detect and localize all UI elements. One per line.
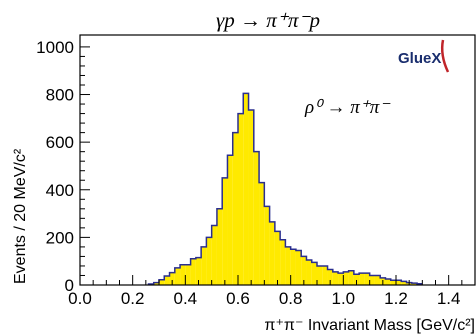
y-tick-label: 1000 bbox=[36, 38, 74, 57]
histogram-bin bbox=[274, 231, 281, 285]
histogram-bin bbox=[385, 279, 391, 285]
histogram-bin bbox=[327, 269, 333, 285]
x-tick-label: 1.0 bbox=[332, 289, 356, 308]
x-tick-label: 1.2 bbox=[384, 289, 408, 308]
histogram-bin bbox=[338, 273, 344, 285]
histogram-bin bbox=[243, 93, 249, 285]
histogram-bin bbox=[216, 208, 223, 285]
y-tick-label: 200 bbox=[46, 228, 74, 247]
histogram-bin bbox=[174, 267, 181, 285]
y-tick-label: 800 bbox=[46, 86, 74, 105]
histogram-bin bbox=[348, 270, 354, 285]
histogram-bin bbox=[322, 265, 328, 285]
histogram-bin bbox=[359, 273, 365, 285]
histogram-bin bbox=[232, 132, 238, 285]
histogram-outline bbox=[147, 92, 423, 285]
histogram-bin bbox=[253, 151, 260, 285]
histogram-bin bbox=[259, 182, 265, 285]
x-axis-title: π⁺π⁻ Invariant Mass [GeV/c²] bbox=[264, 317, 475, 334]
histogram-bars bbox=[147, 92, 423, 285]
x-tick-label: 0.8 bbox=[279, 289, 303, 308]
histogram-bin bbox=[306, 260, 312, 285]
histogram-bin bbox=[353, 274, 360, 285]
peak-annotation: ρ⁰ → π⁺π⁻ bbox=[304, 97, 391, 118]
x-axis-ticks: 0.0 0.2 0.4 0.6 0.8 1.0 1.2 1.4 bbox=[68, 275, 476, 308]
histogram-bin bbox=[280, 239, 286, 285]
histogram-bin bbox=[227, 155, 233, 285]
chart-title: γp → π⁺π⁻p bbox=[216, 8, 320, 32]
histogram-bin bbox=[211, 225, 217, 285]
histogram-bin bbox=[390, 280, 396, 285]
histogram-bin bbox=[190, 258, 196, 285]
gluex-logo: GlueX bbox=[398, 39, 450, 73]
histogram-bin bbox=[295, 250, 302, 285]
x-tick-label: 0.2 bbox=[121, 289, 145, 308]
histogram-bin bbox=[369, 275, 375, 285]
histogram-bin bbox=[301, 256, 307, 285]
histogram-bin bbox=[153, 282, 159, 285]
histogram-bin bbox=[411, 283, 418, 285]
histogram-bin bbox=[290, 249, 296, 285]
histogram-bin bbox=[164, 275, 170, 285]
histogram-bin bbox=[195, 257, 202, 285]
histogram-bin bbox=[248, 110, 254, 285]
histogram-bin bbox=[201, 246, 207, 285]
y-axis-ticks: 0 200 400 600 800 1000 bbox=[36, 38, 90, 295]
histogram-bin bbox=[269, 221, 275, 285]
histogram-bin bbox=[311, 262, 317, 285]
histogram-bin bbox=[374, 275, 381, 285]
x-tick-label: 0.4 bbox=[174, 289, 198, 308]
histogram-bin bbox=[401, 281, 407, 285]
y-axis-title: Events / 20 MeV/c² bbox=[12, 148, 29, 284]
y-tick-label: 0 bbox=[65, 276, 74, 295]
histogram-bin bbox=[222, 177, 228, 285]
histogram-bin bbox=[169, 272, 175, 285]
x-tick-label: 1.4 bbox=[437, 289, 461, 308]
y-tick-label: 400 bbox=[46, 181, 74, 200]
histogram-bin bbox=[206, 237, 212, 285]
histogram-bin bbox=[364, 273, 370, 285]
histogram-bin bbox=[185, 264, 191, 285]
histogram-bin bbox=[180, 264, 186, 285]
x-tick-label: 0.6 bbox=[226, 289, 250, 308]
histogram-bin bbox=[343, 271, 349, 285]
histogram-bin bbox=[317, 265, 323, 285]
y-tick-label: 600 bbox=[46, 133, 74, 152]
histogram-bin bbox=[264, 206, 270, 285]
svg-text:GlueX: GlueX bbox=[398, 50, 441, 67]
histogram-bin bbox=[332, 271, 339, 285]
x-tick-label: 0.0 bbox=[68, 289, 92, 308]
histogram-bin bbox=[159, 279, 165, 285]
histogram-bin bbox=[396, 280, 402, 285]
histogram-bin bbox=[238, 113, 244, 285]
histogram-bin bbox=[285, 246, 291, 285]
